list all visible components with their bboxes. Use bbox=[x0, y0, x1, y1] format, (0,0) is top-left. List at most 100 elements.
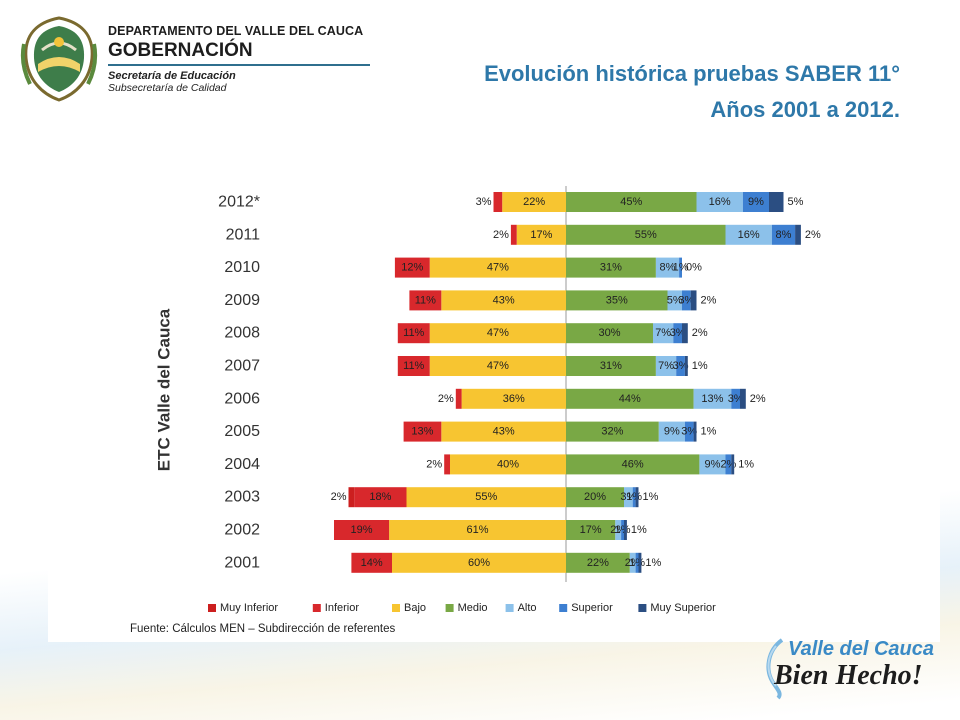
bar-inferior bbox=[455, 388, 462, 409]
data-label-medio: 46% bbox=[622, 458, 644, 470]
data-label-bajo: 22% bbox=[523, 196, 545, 208]
legend-swatch-muy-inferior bbox=[208, 604, 216, 612]
bar-inferior bbox=[334, 520, 390, 540]
data-label-superior: 3% bbox=[673, 360, 689, 372]
data-label-muy-inferior: 2% bbox=[331, 491, 347, 503]
data-label-superior: 3% bbox=[728, 393, 744, 405]
data-label-bajo: 36% bbox=[503, 393, 525, 405]
data-label-alto: 3% bbox=[620, 491, 636, 503]
legend-swatch-alto bbox=[505, 604, 514, 612]
title-line-1: Evolución histórica pruebas SABER 11° bbox=[484, 61, 900, 86]
bar-medio bbox=[566, 192, 697, 212]
bar-medio bbox=[566, 224, 726, 245]
data-label-inferior: 14% bbox=[361, 557, 383, 569]
data-label-medio: 32% bbox=[601, 426, 623, 438]
data-label-muy-superior: 1% bbox=[643, 491, 659, 503]
bar-inferior bbox=[397, 323, 430, 344]
data-label-inferior: 11% bbox=[403, 360, 424, 372]
legend-swatch-muy-superior bbox=[638, 604, 647, 612]
data-label-inferior: 18% bbox=[369, 491, 391, 503]
data-label-muy-superior: 1% bbox=[701, 426, 717, 438]
data-label-superior: 1% bbox=[615, 524, 631, 536]
data-label-alto: 9% bbox=[704, 458, 720, 470]
bar-bajo bbox=[450, 454, 566, 475]
bar-medio bbox=[566, 257, 656, 278]
data-label-alto: 13% bbox=[701, 393, 723, 405]
bar-alto bbox=[725, 224, 772, 245]
bar-superior bbox=[673, 323, 682, 344]
bar-bajo bbox=[441, 290, 566, 311]
bar-muy-superior bbox=[684, 356, 688, 376]
data-label-superior: 8% bbox=[776, 229, 792, 241]
category-tick-label: 2011 bbox=[226, 226, 261, 243]
footer-brand: Valle del Cauca Bien Hecho! bbox=[756, 636, 946, 700]
bar-inferior bbox=[351, 552, 392, 573]
bar-medio bbox=[566, 454, 700, 475]
data-label-superior: 1% bbox=[673, 262, 689, 274]
bar-medio bbox=[566, 552, 630, 573]
bar-inferior bbox=[403, 421, 442, 442]
bar-medio bbox=[566, 487, 624, 508]
category-tick-label: 2006 bbox=[224, 390, 260, 407]
bar-inferior bbox=[394, 257, 430, 278]
header-department-block: DEPARTAMENTO DEL VALLE DEL CAUCA GOBERNA… bbox=[108, 24, 370, 94]
data-label-bajo: 47% bbox=[487, 262, 509, 274]
bar-inferior bbox=[397, 356, 430, 376]
bar-muy-superior bbox=[638, 552, 642, 573]
data-label-bajo: 47% bbox=[487, 327, 509, 339]
bar-muy-superior bbox=[690, 290, 697, 311]
data-label-medio: 20% bbox=[584, 491, 606, 503]
data-label-alto: 8% bbox=[660, 262, 676, 274]
data-label-inferior: 2% bbox=[438, 393, 454, 405]
bar-medio bbox=[566, 356, 656, 376]
y-axis-title: ETC Valle del Cauca bbox=[155, 308, 174, 471]
category-tick-label: 2002 bbox=[224, 522, 260, 539]
data-label-muy-superior: 0% bbox=[686, 262, 702, 274]
legend-label-medio: Medio bbox=[458, 602, 488, 614]
bar-bajo bbox=[429, 323, 566, 344]
bar-superior bbox=[679, 257, 682, 278]
bar-bajo bbox=[441, 421, 566, 442]
legend-label-muy-superior: Muy Superior bbox=[650, 602, 716, 614]
data-label-medio: 17% bbox=[580, 524, 602, 536]
bar-bajo bbox=[406, 487, 566, 508]
bar-bajo bbox=[516, 224, 566, 245]
valle-del-cauca-coat-of-arms-icon bbox=[20, 16, 98, 102]
data-label-muy-superior: 2% bbox=[805, 229, 821, 241]
bar-medio bbox=[566, 290, 668, 311]
chart-panel: ETC Valle del Cauca 2012* 22% 3% 45% 16% 9% 5% 2… bbox=[48, 150, 940, 642]
category-tick-label: 2003 bbox=[224, 489, 260, 506]
data-label-muy-superior: 1% bbox=[631, 524, 647, 536]
category-tick-label: 2007 bbox=[224, 358, 260, 375]
brand-line-1: Valle del Cauca bbox=[788, 638, 934, 660]
bar-superior bbox=[635, 552, 639, 573]
bar-alto bbox=[655, 356, 677, 376]
bar-superior bbox=[771, 224, 796, 245]
data-label-medio: 35% bbox=[606, 294, 628, 306]
data-label-inferior: 2% bbox=[426, 458, 442, 470]
bar-bajo bbox=[429, 356, 566, 376]
bar-bajo bbox=[502, 192, 566, 212]
brand-line-2: Bien Hecho! bbox=[774, 660, 923, 691]
data-label-superior: 3% bbox=[678, 294, 694, 306]
bar-inferior bbox=[354, 487, 407, 508]
bar-alto bbox=[615, 520, 622, 540]
valle-del-cauca-swoosh-icon bbox=[766, 638, 784, 700]
data-label-muy-superior: 1% bbox=[738, 458, 754, 470]
data-label-inferior: 13% bbox=[411, 426, 433, 438]
bar-inferior bbox=[409, 290, 442, 311]
data-label-bajo: 43% bbox=[493, 294, 515, 306]
data-label-bajo: 17% bbox=[530, 229, 552, 241]
bar-bajo bbox=[392, 552, 566, 573]
data-label-muy-superior: 2% bbox=[692, 327, 708, 339]
data-label-medio: 30% bbox=[598, 327, 620, 339]
legend-label-alto: Alto bbox=[518, 602, 537, 614]
secretariat-name: Secretaría de Educación bbox=[108, 70, 236, 82]
data-label-bajo: 61% bbox=[467, 524, 489, 536]
legend-label-inferior: Inferior bbox=[325, 602, 360, 614]
bar-inferior bbox=[444, 454, 450, 475]
bar-medio bbox=[566, 520, 616, 540]
data-label-inferior: 12% bbox=[401, 262, 423, 274]
title-line-2: Años 2001 a 2012. bbox=[710, 97, 900, 122]
data-label-alto: 7% bbox=[658, 360, 674, 372]
